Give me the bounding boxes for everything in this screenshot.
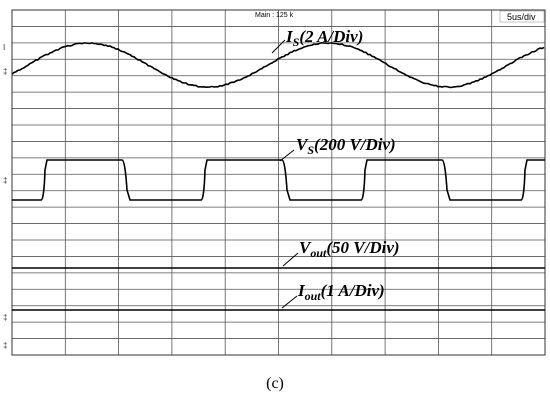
subscript: out xyxy=(310,246,327,260)
is-waveform xyxy=(12,43,544,88)
trace-label: Iout(1 A/Div) xyxy=(297,281,385,303)
timebase-info: Main : 125 k xyxy=(255,12,294,19)
marker: ‡ xyxy=(3,313,7,322)
scale: (200 V/Div) xyxy=(314,135,396,154)
time-scale: 5us/div xyxy=(507,12,536,22)
arrow xyxy=(280,150,294,161)
arrow xyxy=(283,253,298,266)
marker: ‡ xyxy=(3,176,7,185)
marker: ‡ xyxy=(3,341,7,350)
marker: ‡ xyxy=(3,67,7,76)
trace-label: IS(2 A/Div) xyxy=(285,27,363,49)
arrow xyxy=(282,296,297,308)
ground-markers: I ‡ ‡ ‡ ‡ xyxy=(3,43,7,350)
subscript: out xyxy=(305,289,322,303)
caption: (c) xyxy=(266,375,284,392)
trace-label: VS(200 V/Div) xyxy=(296,135,396,157)
scale: (1 A/Div) xyxy=(321,281,385,300)
grid xyxy=(12,10,545,355)
trace-label: Vout(50 V/Div) xyxy=(299,238,400,260)
scale: (50 V/Div) xyxy=(326,238,399,257)
scale: (2 A/Div) xyxy=(299,27,363,46)
marker: I xyxy=(3,43,5,52)
